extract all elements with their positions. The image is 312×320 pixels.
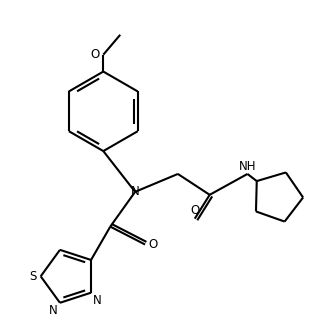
Text: O: O [190, 204, 199, 217]
Text: N: N [49, 304, 58, 317]
Text: N: N [93, 294, 102, 307]
Text: O: O [148, 238, 157, 251]
Text: S: S [29, 270, 37, 283]
Text: NH: NH [239, 160, 256, 173]
Text: O: O [90, 48, 99, 61]
Text: N: N [131, 185, 139, 198]
